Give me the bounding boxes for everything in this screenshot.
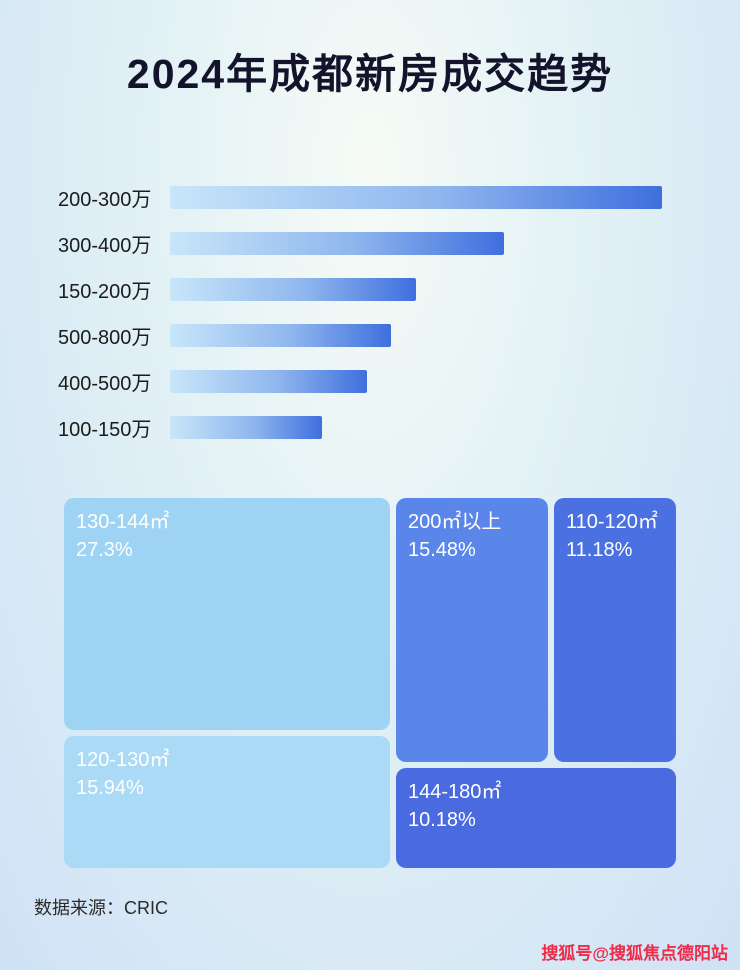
bar-track [170,416,682,439]
area-share-treemap: 130-144㎡ 27.3% 120-130㎡ 15.94% 200㎡以上 15… [64,498,676,868]
bar [170,324,392,347]
treemap-block-value: 10.18% [408,809,476,831]
bar-label: 400-500万 [58,373,152,395]
bar-row: 500-800万 [58,324,682,349]
treemap-block: 120-130㎡ 15.94% [64,736,390,868]
bar-track [170,324,682,347]
bar-track [170,186,682,209]
treemap-block-label: 120-130㎡ [76,749,170,771]
treemap-block: 130-144㎡ 27.3% [64,498,390,730]
treemap-block-value: 11.18% [566,539,633,561]
treemap-block-label: 130-144㎡ [76,511,170,533]
price-range-bar-chart: 200-300万 300-400万 150-200万 500-800万 400- [58,186,682,462]
bar-label: 150-200万 [58,281,152,303]
bar [170,370,367,393]
treemap-block: 144-180㎡ 10.18% [396,768,676,868]
treemap-block: 200㎡以上 15.48% [396,498,548,762]
bar-label: 200-300万 [58,189,152,211]
bar-row: 100-150万 [58,416,682,441]
treemap-block-label: 110-120㎡ [566,511,658,533]
treemap-block-value: 15.94% [76,777,144,799]
bar-row: 200-300万 [58,186,682,211]
bar-label: 300-400万 [58,235,152,257]
bar-track [170,370,682,393]
treemap-block-label: 200㎡以上 [408,511,502,533]
treemap-block-label: 144-180㎡ [408,781,502,803]
bar-label: 100-150万 [58,419,152,441]
watermark-text: 搜狐号@搜狐焦点德阳站 [541,944,728,963]
bar [170,232,505,255]
bar-label: 500-800万 [58,327,152,349]
bar [170,186,662,209]
bar-row: 400-500万 [58,370,682,395]
bar-row: 150-200万 [58,278,682,303]
treemap-block-value: 15.48% [408,539,476,561]
bar [170,416,323,439]
bar-row: 300-400万 [58,232,682,257]
page-title: 2024年成都新房成交趋势 [126,51,614,97]
treemap-block-value: 27.3% [76,539,133,561]
treemap-block: 110-120㎡ 11.18% [554,498,676,762]
bar [170,278,416,301]
bar-track [170,278,682,301]
bar-track [170,232,682,255]
data-source-label: 数据来源：CRIC [34,898,168,918]
